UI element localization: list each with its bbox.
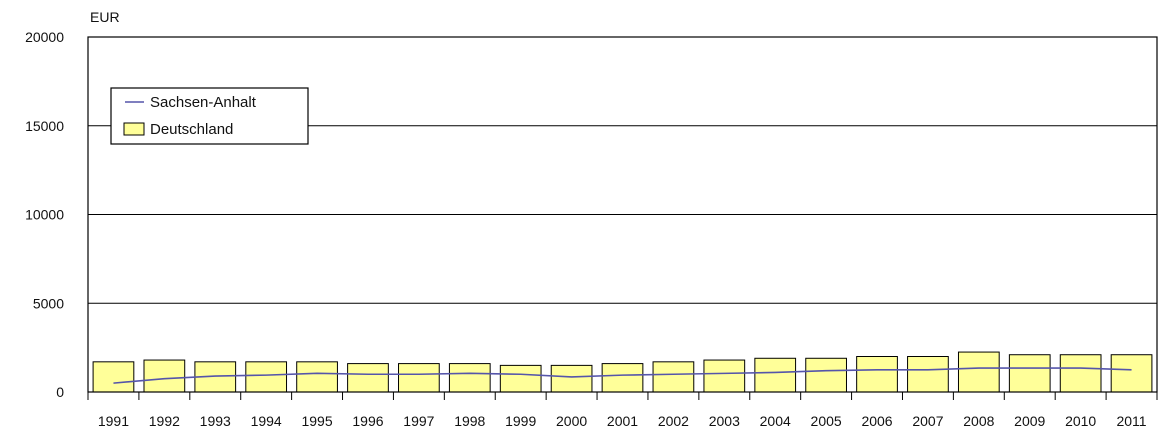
y-tick-label: 10000 [25, 207, 64, 223]
bar-series [92, 351, 1153, 393]
x-tick-label: 2003 [709, 413, 740, 429]
bar [92, 361, 135, 393]
x-tick-label: 2000 [556, 413, 587, 429]
x-tick-label: 1991 [98, 413, 129, 429]
bar [550, 364, 593, 393]
x-tick-label: 1994 [251, 413, 282, 429]
x-tick-label: 2001 [607, 413, 638, 429]
x-tick-label: 1993 [200, 413, 231, 429]
bar [652, 361, 695, 393]
line-series-path [113, 367, 1132, 384]
bar [907, 356, 949, 393]
x-tick-label: 2007 [912, 413, 943, 429]
x-tick-label: 1995 [301, 413, 332, 429]
y-tick-label: 15000 [25, 118, 64, 134]
bar [398, 363, 440, 393]
x-tick-label: 1999 [505, 413, 536, 429]
bar [245, 361, 288, 393]
x-tick-label: 2002 [658, 413, 689, 429]
y-tick-label: 5000 [33, 295, 64, 311]
x-tick-label: 1992 [149, 413, 180, 429]
y-axis-unit: EUR [90, 9, 120, 25]
bar [805, 357, 847, 393]
bar [347, 363, 389, 393]
x-tick-label: 2008 [963, 413, 994, 429]
x-axis-ticks: 1991 1992 1993 1994 1995 1996 1997 1998 1999 2000… [87, 392, 1158, 429]
y-tick-label: 0 [56, 384, 64, 400]
bar [499, 364, 542, 393]
x-tick-label: 2004 [760, 413, 791, 429]
bar [296, 361, 338, 393]
x-tick-label: 1998 [454, 413, 485, 429]
bar [1110, 354, 1153, 393]
plot-frame [87, 36, 1158, 393]
bar [448, 363, 491, 393]
legend-label: Deutschland [150, 121, 233, 138]
bar [703, 359, 746, 393]
x-tick-label: 2005 [811, 413, 842, 429]
bar [143, 359, 186, 393]
legend-label: Sachsen-Anhalt [150, 94, 257, 111]
x-tick-label: 2011 [1116, 413, 1146, 429]
bar [601, 363, 644, 393]
legend-swatch-bar [123, 122, 145, 136]
gridlines [88, 125, 1157, 304]
bar [856, 356, 898, 393]
bar [1059, 354, 1102, 393]
x-tick-label: 1996 [352, 413, 383, 429]
line-series [113, 367, 1132, 384]
bar [754, 357, 797, 393]
y-axis-ticks: 0 5000 10000 15000 20000 [25, 29, 64, 400]
x-tick-label: 2006 [861, 413, 892, 429]
bar [957, 351, 1000, 393]
legend: Sachsen-Anhalt Deutschland [110, 87, 309, 145]
x-tick-label: 2010 [1065, 413, 1096, 429]
bar [1008, 354, 1051, 393]
x-tick-label: 1997 [403, 413, 434, 429]
y-tick-label: 20000 [25, 29, 64, 45]
x-tick-label: 2009 [1014, 413, 1045, 429]
